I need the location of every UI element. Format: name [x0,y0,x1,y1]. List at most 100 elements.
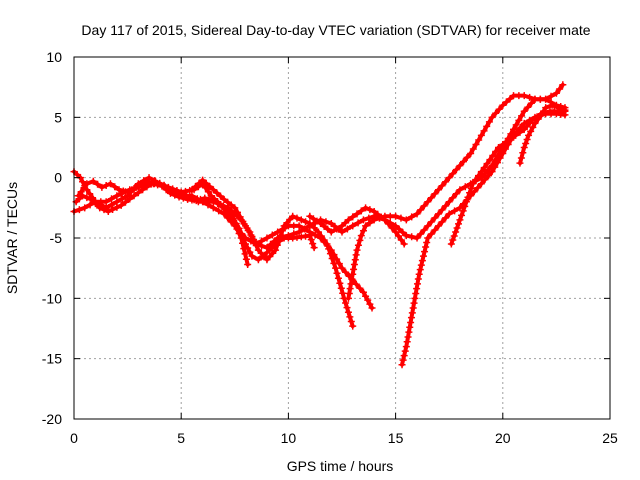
data-point [74,192,82,200]
data-point [232,220,240,228]
data-point [204,188,212,196]
data-point [130,192,138,200]
data-point [485,172,493,180]
data-point [328,255,336,263]
data-point [297,216,305,224]
data-point [317,220,325,228]
data-point [407,314,415,322]
data-point [359,227,367,235]
data-point [445,210,453,218]
data-point [555,104,563,112]
data-point [202,179,210,187]
data-point [456,162,464,170]
data-point [106,180,114,188]
data-point [442,202,450,210]
data-point [306,212,314,220]
data-point [552,89,560,97]
data-point [213,189,221,197]
x-tick-label: 0 [70,430,78,446]
data-point [399,356,407,364]
data-point [344,294,352,302]
data-point [450,232,458,240]
data-point [540,107,548,115]
data-point [113,203,121,211]
data-point [196,195,204,203]
data-point [417,230,425,238]
x-tick-label: 25 [602,430,618,446]
data-point [128,186,136,194]
y-tick-label: 10 [46,49,62,65]
data-point [488,168,496,176]
data-point [475,172,483,180]
data-point [227,201,235,209]
data-point [188,186,196,194]
data-point [366,206,374,214]
x-tick-label: 5 [177,430,185,446]
data-point [519,149,527,157]
data-point [300,225,308,233]
data-point [324,225,332,233]
data-point [293,214,301,222]
data-point [510,125,518,133]
data-point [366,300,374,308]
data-point [344,308,352,316]
data-point [272,240,280,248]
data-point [516,159,524,167]
data-point [556,85,564,93]
data-point [431,190,439,198]
data-point [244,226,252,234]
data-point [524,103,532,111]
y-tick-label: 5 [54,109,62,125]
data-point [263,234,271,242]
data-point [149,180,157,188]
data-point [412,290,420,298]
data-point [462,198,470,206]
data-point [520,144,528,151]
data-point [236,213,244,221]
data-point [229,215,237,223]
data-point [313,217,321,225]
data-point [166,189,174,197]
data-track-line [307,97,567,240]
data-point [507,134,515,142]
data-point [515,116,523,124]
data-point [117,201,125,209]
data-point [108,195,116,203]
data-point [350,261,358,269]
data-point [227,210,235,218]
data-point [86,190,94,198]
data-point [333,269,341,277]
data-point [466,189,474,197]
data-point [400,352,408,360]
data-point [239,235,247,243]
data-point [422,243,430,251]
data-point [162,186,170,194]
data-point [102,198,110,206]
data-point [488,113,496,121]
data-point [326,250,334,258]
data-point [359,288,367,296]
data-point [400,240,408,248]
data-point [445,174,453,182]
data-point [254,256,262,264]
data-point [104,207,112,215]
data-point [417,261,425,269]
data-point [337,284,345,292]
data-point [81,204,89,212]
data-point [407,318,415,326]
data-point [534,115,542,123]
data-point [472,140,480,148]
data-point [477,131,485,139]
data-point [526,93,534,101]
data-point [347,317,355,325]
data-point [118,195,126,203]
data-point [224,198,232,206]
data-track [447,107,569,248]
data-point [320,236,328,244]
data-point [520,92,528,100]
data-point [209,186,217,194]
data-point [499,101,507,109]
data-point [413,285,421,293]
data-point [252,240,260,248]
y-tick-label: -5 [50,230,63,246]
